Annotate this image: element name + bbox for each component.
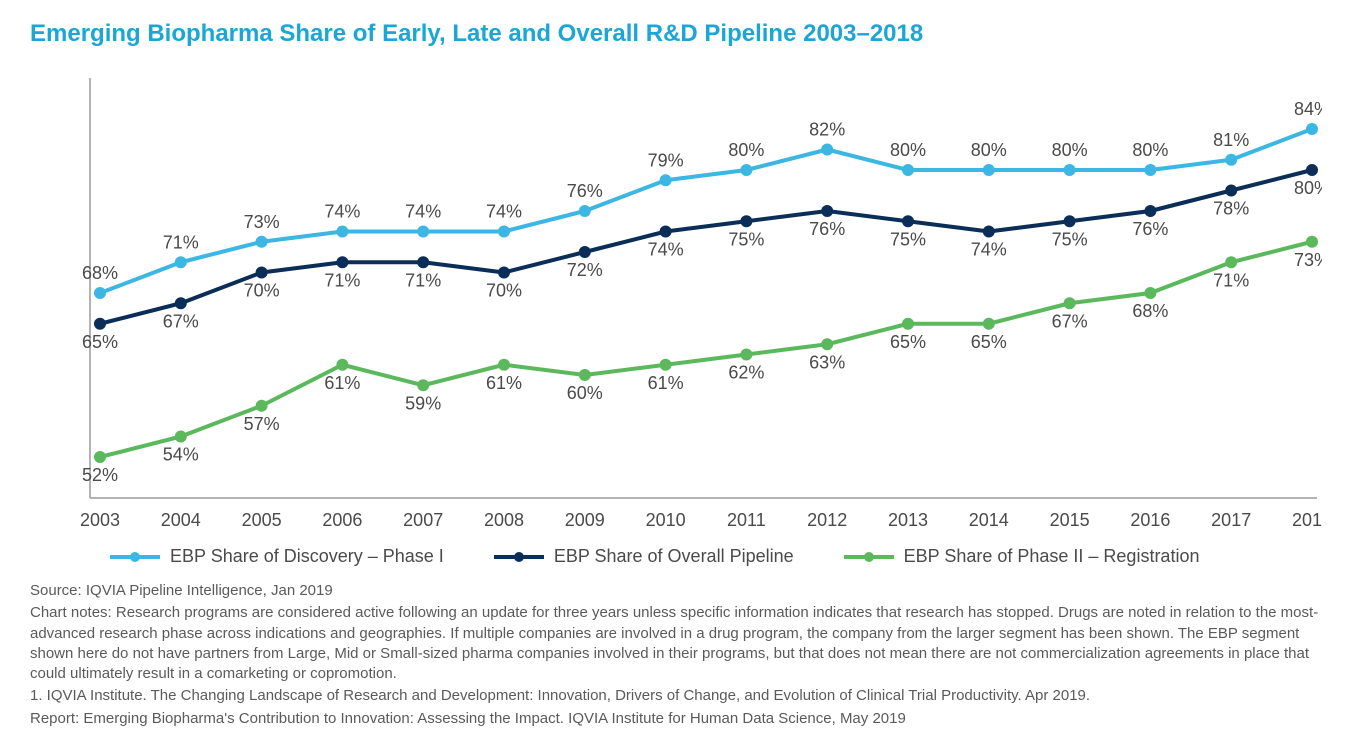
svg-text:76%: 76% (1132, 219, 1168, 239)
svg-text:65%: 65% (890, 332, 926, 352)
svg-text:2013: 2013 (888, 510, 928, 530)
legend-item: EBP Share of Discovery – Phase I (110, 546, 444, 567)
svg-text:67%: 67% (1052, 311, 1088, 331)
svg-text:80%: 80% (1294, 178, 1322, 198)
svg-text:81%: 81% (1213, 130, 1249, 150)
svg-text:80%: 80% (1132, 140, 1168, 160)
svg-text:80%: 80% (971, 140, 1007, 160)
svg-text:76%: 76% (567, 181, 603, 201)
svg-text:74%: 74% (971, 240, 1007, 260)
svg-text:74%: 74% (648, 240, 684, 260)
svg-text:74%: 74% (486, 202, 522, 222)
svg-text:2008: 2008 (484, 510, 524, 530)
svg-text:72%: 72% (567, 260, 603, 280)
svg-text:79%: 79% (648, 150, 684, 170)
svg-text:60%: 60% (567, 383, 603, 403)
svg-text:65%: 65% (82, 332, 118, 352)
svg-text:68%: 68% (82, 263, 118, 283)
legend-item: EBP Share of Overall Pipeline (494, 546, 794, 567)
svg-text:74%: 74% (405, 202, 441, 222)
svg-text:61%: 61% (648, 373, 684, 393)
svg-text:2009: 2009 (565, 510, 605, 530)
svg-text:2014: 2014 (969, 510, 1009, 530)
svg-text:57%: 57% (244, 414, 280, 434)
chart-notes: Source: IQVIA Pipeline Intelligence, Jan… (30, 581, 1322, 729)
svg-text:2004: 2004 (161, 510, 201, 530)
legend-label: EBP Share of Overall Pipeline (554, 546, 794, 567)
svg-text:71%: 71% (1213, 270, 1249, 290)
notes-body: Chart notes: Research programs are consi… (30, 603, 1322, 684)
chart-container: 2003 2004 2005 2006 2007 2008 2009 2010 2011 2012… (30, 58, 1322, 538)
svg-text:73%: 73% (1294, 250, 1322, 270)
svg-text:75%: 75% (890, 229, 926, 249)
chart-title: Emerging Biopharma Share of Early, Late … (30, 20, 1322, 48)
legend-label: EBP Share of Phase II – Registration (904, 546, 1200, 567)
svg-text:2017: 2017 (1211, 510, 1251, 530)
legend-swatch (110, 555, 160, 559)
svg-text:65%: 65% (971, 332, 1007, 352)
svg-text:2007: 2007 (403, 510, 443, 530)
svg-text:75%: 75% (1052, 229, 1088, 249)
svg-text:80%: 80% (1052, 140, 1088, 160)
svg-text:61%: 61% (324, 373, 360, 393)
notes-source: Source: IQVIA Pipeline Intelligence, Jan… (30, 581, 1322, 601)
line-chart: 2003 2004 2005 2006 2007 2008 2009 2010 2011 2012… (30, 58, 1322, 538)
legend: EBP Share of Discovery – Phase I EBP Shar… (30, 546, 1322, 567)
legend-item: EBP Share of Phase II – Registration (844, 546, 1200, 567)
notes-report: Report: Emerging Biopharma's Contributio… (30, 709, 1322, 729)
svg-text:67%: 67% (163, 311, 199, 331)
svg-text:63%: 63% (809, 352, 845, 372)
svg-text:80%: 80% (890, 140, 926, 160)
notes-ref1: 1. IQVIA Institute. The Changing Landsca… (30, 686, 1322, 706)
svg-text:71%: 71% (405, 270, 441, 290)
svg-text:76%: 76% (809, 219, 845, 239)
svg-text:2016: 2016 (1130, 510, 1170, 530)
svg-text:71%: 71% (163, 232, 199, 252)
svg-text:2005: 2005 (242, 510, 282, 530)
svg-text:71%: 71% (324, 270, 360, 290)
svg-text:2006: 2006 (322, 510, 362, 530)
svg-text:73%: 73% (244, 212, 280, 232)
svg-text:75%: 75% (728, 229, 764, 249)
legend-swatch (844, 555, 894, 559)
svg-text:59%: 59% (405, 393, 441, 413)
svg-text:2011: 2011 (727, 510, 766, 530)
legend-swatch (494, 555, 544, 559)
svg-text:70%: 70% (244, 281, 280, 301)
svg-text:84%: 84% (1294, 99, 1322, 119)
svg-text:2012: 2012 (807, 510, 847, 530)
svg-text:62%: 62% (728, 363, 764, 383)
legend-label: EBP Share of Discovery – Phase I (170, 546, 444, 567)
svg-text:52%: 52% (82, 465, 118, 485)
svg-text:80%: 80% (728, 140, 764, 160)
svg-text:54%: 54% (163, 445, 199, 465)
svg-text:68%: 68% (1132, 301, 1168, 321)
svg-text:82%: 82% (809, 120, 845, 140)
svg-text:2003: 2003 (80, 510, 120, 530)
svg-text:61%: 61% (486, 373, 522, 393)
svg-text:2018: 2018 (1292, 510, 1322, 530)
svg-text:70%: 70% (486, 281, 522, 301)
svg-text:2015: 2015 (1050, 510, 1090, 530)
svg-text:78%: 78% (1213, 199, 1249, 219)
svg-text:74%: 74% (324, 202, 360, 222)
svg-text:2010: 2010 (646, 510, 686, 530)
